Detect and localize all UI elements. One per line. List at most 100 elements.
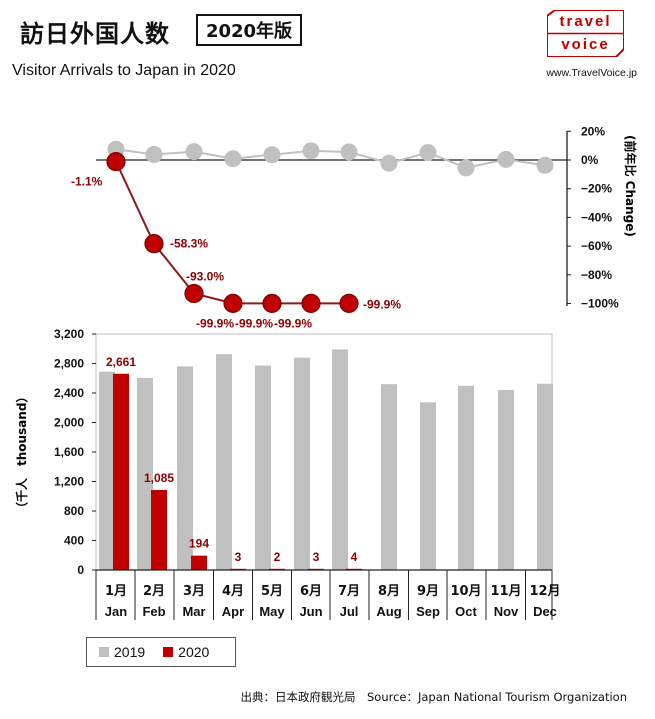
bar-2019 [294, 357, 310, 570]
line-point-2020 [184, 283, 204, 304]
bar-x-tick-label-jp: 10月 [450, 584, 481, 599]
bar-2019 [216, 354, 232, 570]
legend-label-2019: 2019 [114, 644, 146, 660]
line-y-tick-label: −20% [581, 182, 612, 196]
bar-x-tick-label-jp: 12月 [529, 584, 560, 599]
line-series-2019 [115, 148, 546, 169]
line-y-tick-label: 0% [581, 153, 599, 167]
bar-x-tick-label-en: Jun [299, 604, 322, 619]
legend-swatch-2020 [163, 647, 174, 657]
line-y-tick-label: −60% [581, 239, 612, 253]
line-y-tick-label: −40% [581, 210, 612, 224]
bar-data-label-2020: 2 [274, 550, 281, 564]
source-note: 出典：日本政府観光局 Source：Japan National Tourism… [240, 690, 628, 704]
bar-data-label-2020: 3 [313, 550, 320, 564]
bar-x-tick-label-en: Aug [376, 604, 401, 619]
bar-x-tick-label-en: Oct [455, 604, 477, 619]
bar-y-tick-label: 3,200 [54, 327, 84, 341]
bar-y-tick-label: 1,200 [54, 475, 84, 489]
bar-y-tick-label: 1,600 [54, 445, 84, 459]
bar-data-label-2020: 194 [189, 537, 209, 551]
line-y-axis-title-text: (前年比 Change) [623, 135, 638, 237]
bar-2019 [99, 371, 115, 570]
bar-x-tick-label-jp: 9月 [417, 584, 439, 599]
bar-x-tick-label-en: Feb [142, 604, 165, 619]
line-data-label-2020: -99.9% [363, 297, 401, 311]
legend-swatch-2019 [99, 647, 109, 657]
bar-y-tick-label: 800 [64, 504, 84, 518]
line-data-label-2020: -99.9% [274, 316, 312, 330]
line-y-tick-label: 20% [581, 124, 605, 138]
bar-2019 [332, 349, 348, 570]
bar-x-tick-label-jp: 8月 [378, 584, 400, 599]
bar-y-tick-label: 0 [77, 563, 84, 577]
bar-y-tick-label: 2,000 [54, 416, 84, 430]
bar-x-tick-label-en: Apr [222, 604, 244, 619]
bar-x-tick-label-jp: 2月 [143, 584, 165, 599]
bar-y-axis-title: （千人 thousand） [14, 391, 29, 514]
bar-2020 [113, 373, 129, 570]
line-series-2020 [115, 161, 349, 305]
line-data-label-2020: -99.9% [235, 316, 273, 330]
site-url[interactable]: www.TravelVoice.jp [546, 67, 637, 79]
legend-item-2020: 2020 [163, 644, 209, 660]
bar-2019 [177, 366, 193, 570]
line-data-label-2020: -93.0% [186, 269, 224, 283]
bar-x-tick-label-jp: 5月 [261, 584, 283, 599]
line-point-2019 [185, 143, 203, 161]
line-y-axis-title: (前年比 Change) [623, 135, 638, 237]
bar-2019 [381, 384, 397, 570]
line-y-tick-label: −80% [581, 268, 612, 282]
line-data-label-2020: -1.1% [71, 175, 103, 189]
bar-x-tick-label-en: Dec [533, 604, 557, 619]
line-point-2020 [223, 293, 243, 313]
line-point-2019 [263, 146, 281, 164]
line-point-2020 [262, 293, 282, 313]
bar-y-axis-title-text: （千人 thousand） [14, 391, 29, 514]
line-point-2020 [144, 234, 164, 254]
logo-word-travel: travel [559, 13, 612, 30]
line-point-2020 [339, 293, 359, 313]
line-point-2020 [106, 151, 126, 172]
logo-word-voice: voice [561, 36, 610, 53]
bar-x-tick-label-jp: 1月 [105, 584, 127, 599]
bar-y-tick-label: 400 [64, 534, 84, 548]
line-point-2019 [340, 143, 358, 161]
line-point-2020 [301, 293, 321, 313]
legend: 2019 2020 [86, 637, 236, 667]
year-badge: 2020年版 [196, 14, 302, 46]
line-point-2019 [224, 150, 242, 168]
line-point-2019 [419, 144, 437, 162]
line-point-2019 [536, 156, 554, 174]
bar-x-tick-label-jp: 4月 [222, 584, 244, 599]
bar-2020 [151, 489, 167, 570]
bar-2019 [498, 389, 514, 570]
bar-y-tick-label: 2,400 [54, 386, 84, 400]
line-data-label-2020: -58.3% [170, 237, 208, 251]
bar-x-tick-label-en: Jul [340, 604, 359, 619]
bar-2020 [191, 555, 207, 570]
bar-2019 [255, 365, 271, 570]
bar-x-tick-label-en: Mar [182, 604, 205, 619]
bar-x-tick-label-jp: 11月 [490, 584, 521, 599]
bar-x-tick-label-en: Sep [416, 604, 440, 619]
page-title: 訪日外国人数 [20, 20, 170, 48]
bar-y-tick-label: 2,800 [54, 357, 84, 371]
bar-data-label-2020: 4 [351, 550, 358, 564]
line-point-2019 [457, 159, 475, 177]
line-point-2019 [497, 150, 515, 168]
line-point-2019 [145, 146, 163, 164]
bar-2019 [420, 402, 436, 570]
travelvoice-logo[interactable]: travel voice [546, 9, 625, 58]
line-y-tick-label: −100% [581, 297, 619, 311]
legend-item-2019: 2019 [99, 644, 145, 660]
bar-2019 [537, 383, 553, 570]
bar-x-tick-label-en: Jan [105, 604, 127, 619]
bar-2019 [458, 385, 474, 570]
bar-x-tick-label-en: May [259, 604, 285, 619]
bar-data-label-2020: 1,085 [144, 471, 174, 485]
bar-x-tick-label-jp: 7月 [338, 584, 360, 599]
line-data-label-2020: -99.9% [196, 316, 234, 330]
bar-data-label-2020: 3 [235, 550, 242, 564]
